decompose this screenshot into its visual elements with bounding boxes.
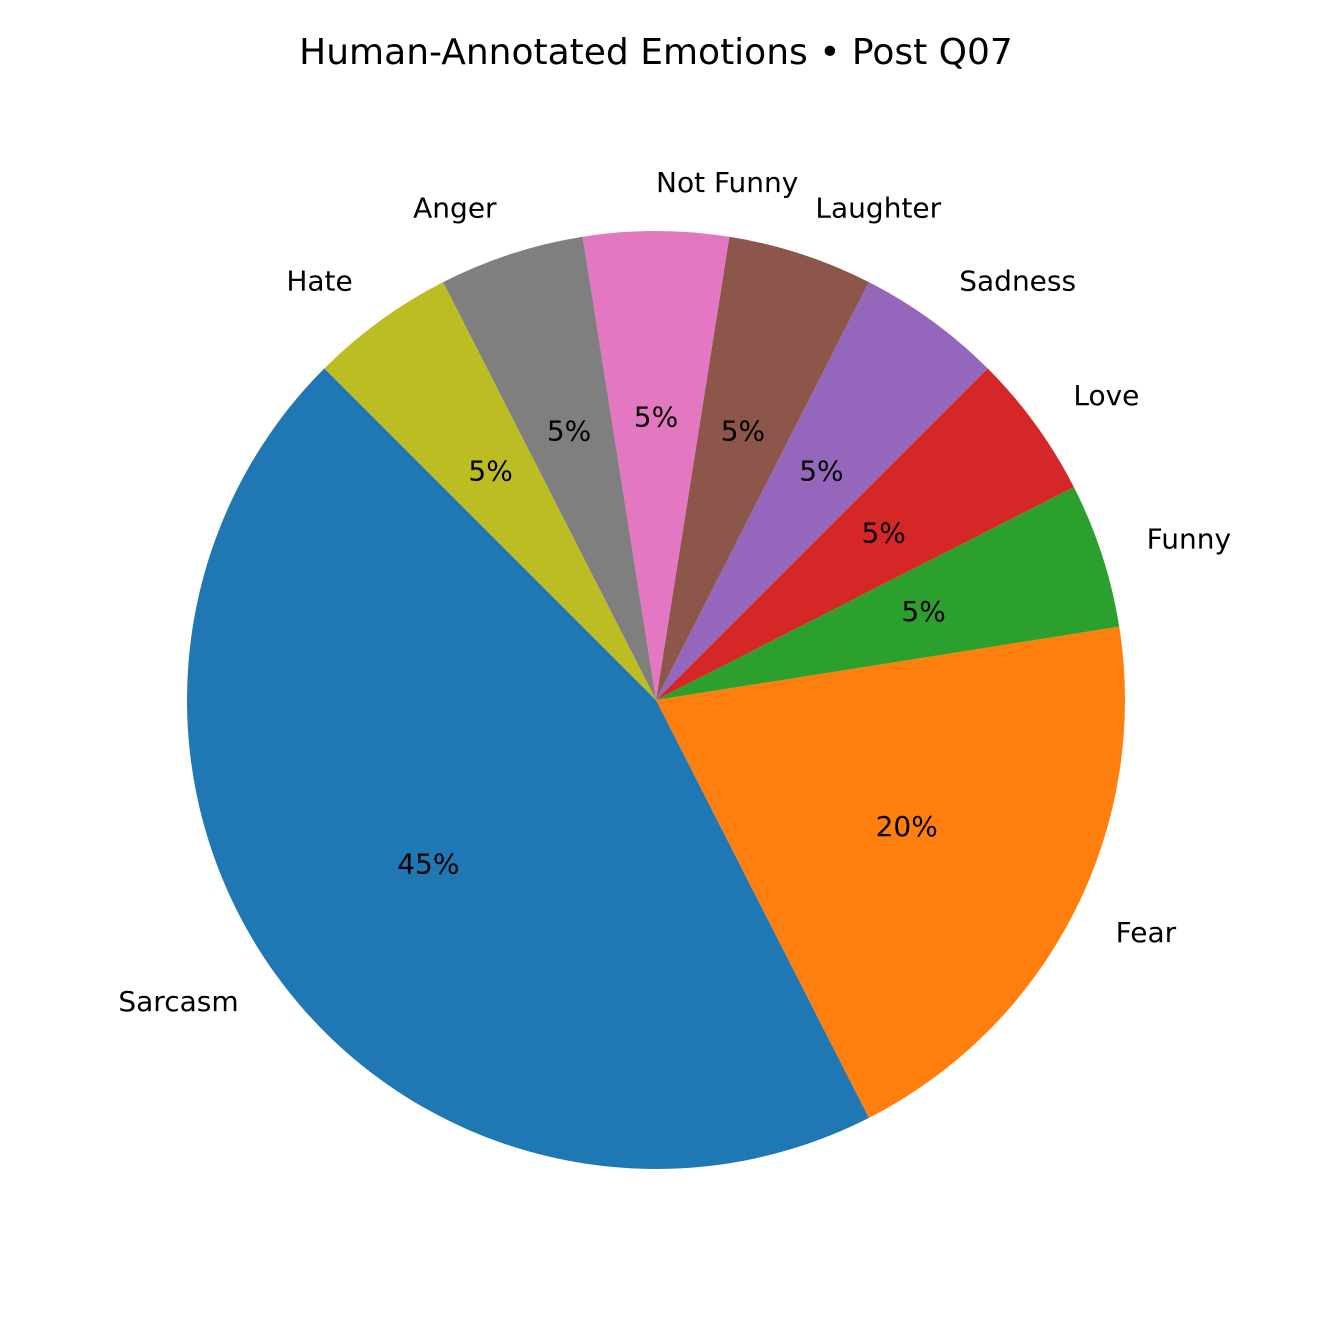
slice-label-sarcasm: Sarcasm (118, 985, 238, 1018)
pie-slices (186, 231, 1125, 1170)
pie-labels: Sarcasm 45% Fear 20% Funny 5% Love 5% Sadness 5% L… (118, 166, 1231, 1018)
slice-label-hate: Hate (286, 265, 352, 298)
chart-title: Human-Annotated Emotions • Post Q07 (299, 32, 1013, 73)
slice-percent-laughter: 5% (721, 414, 765, 447)
slice-percent-sadness: 5% (799, 454, 843, 487)
slice-percent-sarcasm: 45% (397, 847, 459, 880)
pie-slice-anger (443, 236, 656, 700)
slice-percent-not-funny: 5% (634, 401, 678, 434)
slice-percent-love: 5% (861, 517, 905, 550)
slice-label-funny: Funny (1147, 523, 1231, 556)
slice-label-love: Love (1073, 379, 1139, 412)
pie-slice-not-funny (582, 231, 730, 701)
pie-slice-sarcasm (186, 368, 869, 1170)
slice-percent-fear: 20% (876, 810, 938, 843)
slice-percent-funny: 5% (901, 595, 945, 628)
slice-label-anger: Anger (413, 191, 497, 224)
pie-slice-fear (656, 626, 1125, 1118)
slice-percent-anger: 5% (547, 414, 591, 447)
pie-slice-hate (324, 282, 656, 700)
slice-label-laughter: Laughter (815, 191, 941, 224)
slice-percent-hate: 5% (468, 454, 512, 487)
pie-slice-laughter (656, 236, 869, 700)
slice-label-sadness: Sadness (959, 265, 1076, 298)
pie-slice-love (656, 368, 1074, 700)
slice-label-fear: Fear (1116, 916, 1177, 949)
pie-slice-sadness (656, 282, 988, 700)
slice-label-not-funny: Not Funny (656, 166, 798, 199)
pie-slice-funny (656, 487, 1120, 700)
